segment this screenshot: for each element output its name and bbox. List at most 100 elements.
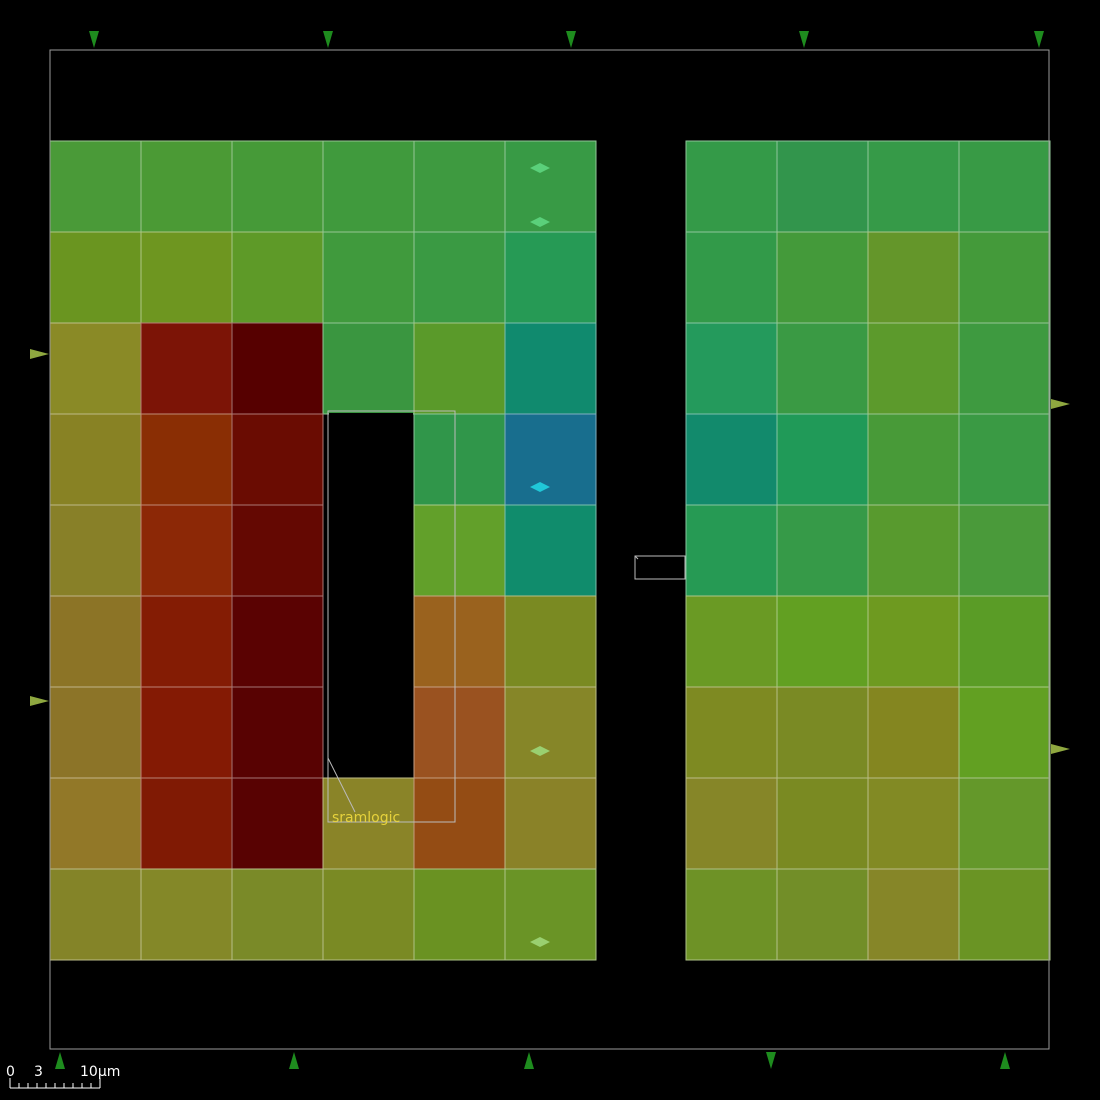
scale-bar-end-label: 10μm bbox=[80, 1064, 120, 1080]
heatmap-cell bbox=[49, 231, 142, 324]
pin-marker-top bbox=[323, 31, 333, 48]
heatmap-left-block bbox=[49, 140, 597, 961]
diamond-marker bbox=[530, 163, 550, 173]
side-pin-markers bbox=[30, 349, 1070, 754]
heatmap-cell bbox=[685, 140, 778, 233]
pin-marker-top bbox=[799, 31, 809, 48]
heatmap-cell bbox=[413, 231, 506, 324]
heatmap-cell bbox=[776, 686, 869, 779]
heatmap-cell bbox=[867, 322, 960, 415]
heatmap-cell bbox=[322, 140, 415, 233]
heatmap-cell bbox=[958, 322, 1051, 415]
heatmap-cell bbox=[958, 504, 1051, 597]
heatmap-right-block bbox=[685, 140, 1051, 961]
heatmap-cell bbox=[140, 868, 233, 961]
pin-marker-bottom bbox=[1000, 1052, 1010, 1069]
heatmap-cell bbox=[685, 413, 778, 506]
heatmap-cell bbox=[231, 504, 324, 597]
heatmap-cell bbox=[231, 595, 324, 688]
heatmap-cell bbox=[231, 413, 324, 506]
channel-io-port-tick bbox=[634, 555, 639, 560]
heatmap-cell bbox=[413, 322, 506, 415]
heatmap-cell bbox=[413, 868, 506, 961]
macro-block bbox=[329, 413, 413, 777]
die-outline bbox=[49, 49, 1050, 1050]
pin-marker-bottom bbox=[289, 1052, 299, 1069]
heatmap-cell bbox=[685, 595, 778, 688]
heatmap-cell bbox=[49, 595, 142, 688]
diamond-marker bbox=[530, 937, 550, 947]
heatmap-cell bbox=[504, 413, 597, 506]
heatmap-cell bbox=[322, 231, 415, 324]
heatmap-cell bbox=[322, 322, 415, 415]
pin-marker-left bbox=[30, 696, 49, 706]
heatmap-cell bbox=[958, 231, 1051, 324]
heatmap-cell bbox=[140, 595, 233, 688]
heatmap-cell bbox=[958, 595, 1051, 688]
heatmap-cell bbox=[49, 777, 142, 870]
heatmap-cell bbox=[140, 140, 233, 233]
heatmap-cell bbox=[685, 686, 778, 779]
heatmap-cell bbox=[49, 504, 142, 597]
heatmap-cell bbox=[140, 413, 233, 506]
heatmap-cell bbox=[776, 231, 869, 324]
heatmap-cell bbox=[322, 777, 415, 870]
heatmap-cell bbox=[867, 868, 960, 961]
heatmap-cell bbox=[867, 686, 960, 779]
heatmap-cell bbox=[867, 777, 960, 870]
heatmap-cell bbox=[504, 777, 597, 870]
heatmap-cell bbox=[231, 686, 324, 779]
scale-bar: 0 3 10μm bbox=[6, 1064, 120, 1089]
heatmap-cell bbox=[504, 595, 597, 688]
pin-marker-bottom bbox=[55, 1052, 65, 1069]
macro-label: sramlogic bbox=[332, 810, 400, 826]
macro-label-leader bbox=[327, 757, 356, 813]
heatmap-cell bbox=[504, 686, 597, 779]
heatmap-cell bbox=[504, 140, 597, 233]
heatmap-cell bbox=[958, 140, 1051, 233]
heatmap-cell bbox=[413, 413, 506, 506]
heatmap-cell bbox=[140, 322, 233, 415]
bottom-pin-markers bbox=[55, 1052, 1010, 1069]
diamond-marker bbox=[530, 482, 550, 492]
heatmap-cell bbox=[685, 777, 778, 870]
pin-marker-right bbox=[1051, 399, 1070, 409]
heatmap-cell bbox=[231, 231, 324, 324]
heatmap-cell bbox=[140, 504, 233, 597]
heatmap-cell bbox=[49, 322, 142, 415]
heatmap-cell bbox=[49, 868, 142, 961]
heatmap-cell bbox=[776, 322, 869, 415]
heatmap-cell bbox=[504, 231, 597, 324]
diamond-marker bbox=[530, 217, 550, 227]
top-pin-markers bbox=[89, 31, 1044, 48]
heatmap-cell bbox=[776, 413, 869, 506]
pin-marker-bottom bbox=[766, 1052, 776, 1069]
heatmap-cell bbox=[867, 231, 960, 324]
heatmap-cell bbox=[867, 595, 960, 688]
heatmap-cell bbox=[776, 504, 869, 597]
pin-marker-top bbox=[89, 31, 99, 48]
heatmap-cell bbox=[140, 231, 233, 324]
internal-markers bbox=[530, 163, 550, 947]
heatmap-cell bbox=[867, 504, 960, 597]
heatmap-cell bbox=[776, 777, 869, 870]
heatmap-cell bbox=[867, 413, 960, 506]
heatmap-cell bbox=[49, 413, 142, 506]
heatmap-cell bbox=[231, 868, 324, 961]
scale-bar-ticks bbox=[9, 1078, 101, 1089]
heatmap-cell bbox=[504, 504, 597, 597]
scale-bar-zero-label: 0 bbox=[6, 1064, 15, 1080]
pin-marker-top bbox=[1034, 31, 1044, 48]
heatmap-cell bbox=[140, 686, 233, 779]
heatmap-cell bbox=[413, 504, 506, 597]
heatmap-cell bbox=[49, 140, 142, 233]
heatmap-cell bbox=[685, 231, 778, 324]
heatmap-cell bbox=[504, 322, 597, 415]
heatmap-cell bbox=[958, 777, 1051, 870]
heatmap-cell bbox=[685, 322, 778, 415]
heatmap-cell bbox=[140, 777, 233, 870]
heatmap-cell bbox=[776, 868, 869, 961]
scale-bar-mid-label: 3 bbox=[34, 1064, 43, 1080]
heatmap-cell bbox=[776, 140, 869, 233]
